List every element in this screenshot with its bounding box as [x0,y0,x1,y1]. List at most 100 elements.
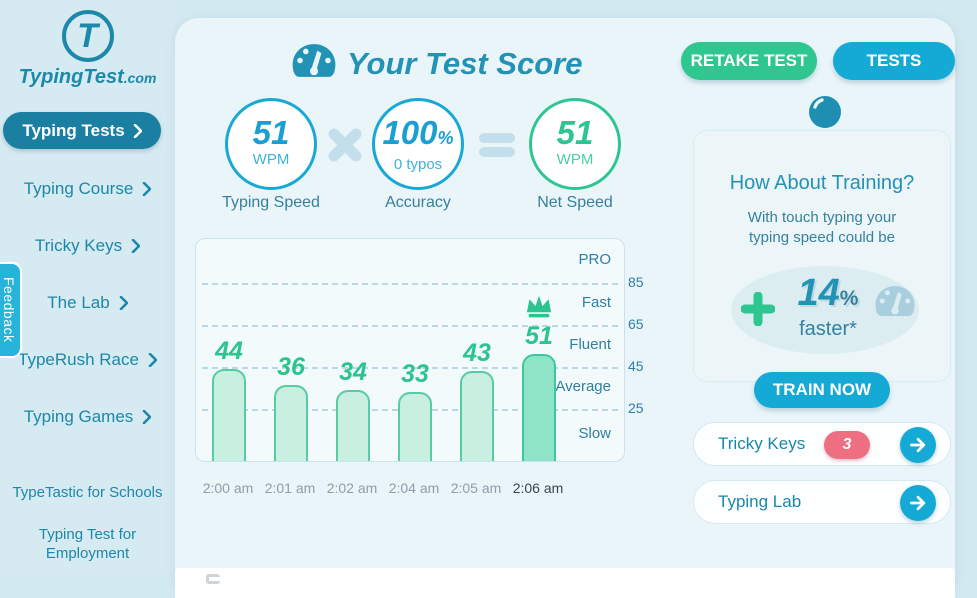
speedometer-small-icon [875,286,915,316]
x-axis-label: 2:06 am [512,480,564,496]
sidebar-item-label: Typing Course [23,179,134,198]
sidebar-item-typing-tests[interactable]: Typing Tests [3,112,161,149]
net-speed-label: Net Speed [537,194,613,211]
accuracy-percent-sign: % [437,128,454,148]
accuracy-typos: 0 typos [393,156,443,173]
x-axis-label: 2:04 am [388,480,440,496]
bar-value-label: 44 [215,337,243,365]
speedometer-icon [292,44,336,77]
chevron-right-icon [143,182,152,196]
tricky-keys-label: Tricky Keys [718,434,806,453]
bar-value-label: 36 [277,353,305,381]
faster-label: faster* [799,318,857,340]
chevron-right-icon [148,353,157,367]
tests-button[interactable]: TESTS [833,42,955,80]
logo-tld: .com [123,70,157,86]
sidebar-item-label: Typing Games [23,407,134,426]
axis-tick-label: 25 [628,400,644,416]
faster-percent: 14% faster* [775,274,881,340]
chevron-right-icon [131,239,141,253]
sidebar-item-employment-test[interactable]: Typing Test for Employment [38,526,137,562]
sidebar-item-typetastic-schools[interactable]: TypeTastic for Schools [12,484,163,501]
tricky-keys-arrow-button[interactable] [900,427,936,463]
accuracy-value: 100% [375,116,461,155]
feedback-tab[interactable]: Feedback [0,262,22,358]
arrow-right-icon [910,495,926,511]
sidebar: T TypingTest.com Typing Tests Typing Cou… [0,0,175,575]
accuracy-circle: 100% 0 typos [372,98,464,190]
train-now-button[interactable]: TRAIN NOW [754,372,890,408]
logo-name: TypingTest [18,66,124,88]
zone-label: Fast [581,294,611,311]
x-axis-label: 2:01 am [264,480,316,496]
bar-value-label: 51 [525,322,553,350]
plus-icon [741,292,775,326]
typing-speed-circle: 51 WPM [225,98,317,190]
sidebar-item-typerush-race[interactable]: TypeRush Race [0,350,175,370]
tricky-keys-count-badge: 3 [824,431,870,459]
sidebar-item-the-lab[interactable]: The Lab [0,293,175,313]
sidebar-item-label: Tricky Keys [34,236,123,255]
x-axis-label: 2:05 am [450,480,502,496]
bar [398,392,432,461]
page-title: Your Test Score [347,46,583,81]
gridline [202,367,618,369]
x-axis-label: 2:02 am [326,480,378,496]
bar-value-label: 33 [401,360,429,388]
logo-text: TypingTest.com [0,66,175,89]
chart-x-axis: 2:00 am 2:01 am 2:02 am 2:04 am 2:05 am 2:06 … [195,480,625,496]
zone-label: PRO [578,251,611,268]
embed-glyph-icon [206,574,220,584]
header-row: Your Test Score RETAKE TEST TESTS [175,18,955,98]
typing-lab-label: Typing Lab [718,492,802,511]
chevron-right-icon [142,410,152,424]
sidebar-item-typing-course[interactable]: Typing Course [0,179,175,199]
training-body-text: With touch typing your typing speed coul… [693,208,951,248]
sidebar-item-label: TypeRush Race [18,350,139,369]
bar-value-label: 34 [339,358,367,386]
bottom-embed-bar [175,568,955,598]
site-logo[interactable]: T TypingTest.com [0,10,175,89]
gridline [202,325,618,327]
main-panel: Your Test Score RETAKE TEST TESTS 51 WPM… [175,18,955,598]
multiply-icon [328,128,362,162]
zone-label: Fluent [569,336,611,353]
net-speed-unit: WPM [556,151,594,168]
bar-value-label: 43 [463,339,491,367]
sidebar-item-tricky-keys[interactable]: Tricky Keys [0,236,175,256]
percent-number: 14 [797,272,840,314]
chevron-right-icon [119,296,128,310]
axis-tick-label: 45 [628,358,644,374]
x-axis-label: 2:00 am [202,480,254,496]
bar [212,369,246,461]
zone-label: Slow [578,425,611,442]
bar [460,371,494,461]
sidebar-item-label: Typing Tests [22,120,125,140]
axis-tick-label: 85 [628,274,644,290]
retake-test-button[interactable]: RETAKE TEST [681,42,817,80]
faster-percent-value: 14% [775,274,881,318]
percent-sign: % [839,287,859,310]
accuracy-label: Accuracy [385,194,451,211]
typing-speed-value: 51 [252,114,290,151]
typing-speed-unit: WPM [252,151,290,168]
typing-lab-arrow-button[interactable] [900,485,936,521]
net-speed-value: 51 [556,114,594,151]
sidebar-item-typing-games[interactable]: Typing Games [0,407,175,427]
accuracy-number: 100 [382,114,438,151]
tricky-keys-shortcut[interactable]: Tricky Keys 3 [693,422,951,466]
training-body-line1: With touch typing your [747,209,897,226]
axis-tick-label: 65 [628,316,644,332]
arrow-right-icon [910,437,926,453]
equals-icon [479,133,515,157]
zone-label: Average [555,378,611,395]
speed-history-chart: 85 65 45 25 PRO Fast Fluent Average Slow 44 36 34 33… [195,238,644,462]
chart-plot-area: 85 65 45 25 PRO Fast Fluent Average Slow 44 36 34 33… [196,239,644,461]
training-body-line2: typing speed could be [749,229,895,246]
sidebar-item-label: The Lab [47,293,110,312]
typing-lab-shortcut[interactable]: Typing Lab [693,480,951,524]
bar [336,390,370,461]
crown-icon [523,294,555,320]
net-speed-circle: 51 WPM [529,98,621,190]
typing-speed-label: Typing Speed [222,194,320,211]
